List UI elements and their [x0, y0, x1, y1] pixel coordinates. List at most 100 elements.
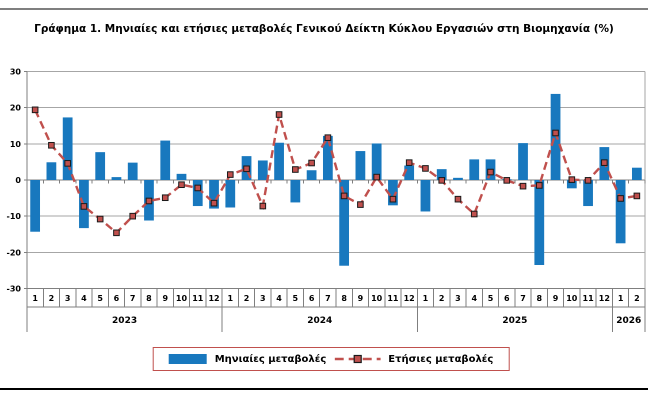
month-label: 1 [618, 294, 624, 303]
line-marker [161, 194, 169, 202]
month-label: 3 [455, 294, 461, 303]
month-label: 1 [228, 294, 234, 303]
legend-line-label: Ετήσιες μεταβολές [388, 353, 494, 365]
bar-month-12 [404, 165, 415, 180]
line-marker [405, 159, 413, 166]
line-marker [584, 177, 592, 184]
line-marker [568, 176, 576, 183]
line-marker [48, 141, 55, 149]
line-marker [519, 182, 527, 190]
month-label: 11 [387, 294, 399, 303]
y-tick-label: 30 [10, 67, 22, 76]
line-marker [308, 159, 315, 167]
month-label: 8 [537, 294, 543, 303]
line-marker [194, 184, 202, 192]
month-label: 10 [176, 294, 188, 303]
line-marker [145, 197, 153, 205]
bar-month-5 [95, 152, 106, 180]
bar-month-6 [111, 177, 122, 180]
bar-month-10 [566, 180, 577, 189]
year-label: 2024 [307, 316, 332, 326]
line-marker [226, 171, 234, 178]
month-label: 10 [566, 294, 578, 303]
bar-month-1 [420, 180, 431, 212]
bar-month-10 [176, 173, 187, 180]
bar-month-2 [436, 169, 447, 180]
line-marker [438, 177, 446, 184]
bar-month-11 [388, 180, 398, 206]
yearly-change-line [34, 109, 638, 235]
bar-month-2 [631, 167, 642, 180]
line-marker [31, 106, 39, 114]
month-label: 11 [583, 294, 595, 303]
month-label: 5 [293, 294, 299, 303]
month-label: 2 [439, 294, 445, 303]
month-label: 7 [520, 294, 526, 303]
line-marker [113, 229, 120, 237]
bar-month-4 [469, 159, 480, 180]
month-label: 8 [341, 294, 347, 303]
month-label: 2 [49, 294, 55, 303]
line-marker [487, 168, 494, 176]
bar-month-7 [127, 162, 138, 180]
line-marker [454, 195, 462, 203]
legend-dashed-line-swatch-icon [334, 354, 381, 364]
bar-month-7 [322, 135, 333, 180]
line-marker [470, 210, 478, 218]
y-tick-label: -10 [7, 212, 22, 221]
bar-month-5 [290, 180, 301, 203]
bottom-rule [0, 388, 648, 390]
bar-month-11 [192, 180, 203, 207]
month-label: 2 [244, 294, 250, 303]
month-label: 4 [276, 294, 282, 303]
line-marker [80, 203, 88, 210]
month-label: 5 [97, 294, 103, 303]
month-label: 6 [504, 294, 510, 303]
month-label: 8 [146, 294, 152, 303]
month-label: 2 [634, 294, 640, 303]
line-marker [373, 173, 380, 181]
y-tick-label: 20 [10, 104, 22, 113]
month-label: 9 [358, 294, 364, 303]
bar-month-1 [615, 180, 626, 244]
month-label: 3 [65, 294, 71, 303]
bar-month-12 [209, 180, 219, 209]
month-label: 5 [488, 294, 494, 303]
bar-month-3 [257, 160, 268, 180]
line-marker [617, 195, 624, 202]
month-label: 11 [192, 294, 204, 303]
chart-title: Γράφημα 1. Μηνιαίες και ετήσιες μεταβολέ… [34, 23, 614, 35]
line-marker [357, 201, 364, 208]
bar-month-3 [62, 117, 73, 180]
month-label: 4 [471, 294, 477, 303]
y-tick-label: 0 [15, 176, 21, 185]
month-label: 6 [114, 294, 120, 303]
bar-month-11 [583, 180, 593, 207]
year-label: 2026 [616, 316, 641, 326]
month-label: 7 [130, 294, 136, 303]
month-label: 6 [309, 294, 315, 303]
year-label: 2025 [502, 316, 527, 326]
month-label: 12 [404, 294, 415, 303]
month-label: 3 [260, 294, 266, 303]
line-marker [535, 182, 543, 189]
line-marker [324, 134, 332, 141]
bar-month-1 [30, 180, 41, 232]
bar-month-6 [306, 170, 317, 180]
line-marker [259, 202, 267, 210]
bar-month-4 [274, 142, 284, 180]
line-marker [601, 159, 608, 166]
bar-month-10 [371, 143, 382, 180]
month-label: 12 [599, 294, 610, 303]
line-marker [64, 160, 71, 167]
month-label: 4 [81, 294, 87, 303]
line-marker [275, 111, 283, 118]
line-marker [422, 165, 429, 172]
month-label: 1 [32, 294, 38, 303]
month-label: 7 [325, 294, 331, 303]
line-marker [243, 165, 250, 173]
chart-legend: Μηνιαίες μεταβολές Ετήσιες μεταβολές [152, 347, 510, 371]
line-marker [503, 177, 511, 184]
month-label: 10 [371, 294, 383, 303]
